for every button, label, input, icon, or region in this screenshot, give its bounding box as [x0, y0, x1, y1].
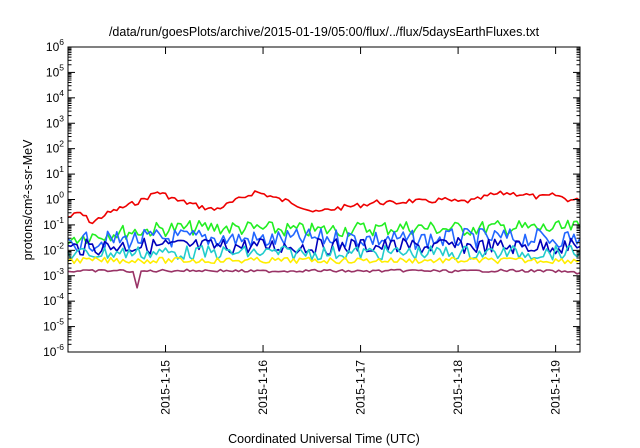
y-tick-label: 105 — [46, 62, 64, 79]
x-axis: 2015-1-15 2015-1-16 2015-1-17 2015-1-18 2015… — [159, 47, 563, 415]
x-tick-label: 2015-1-16 — [256, 360, 270, 415]
y-tick-exponent: 5 — [59, 62, 64, 72]
y-tick-label: 10-3 — [43, 266, 64, 283]
y-tick-base: 10 — [43, 345, 57, 359]
y-tick-base: 10 — [43, 218, 57, 232]
x-tick-label: 2015-1-19 — [549, 360, 563, 415]
y-tick-base: 10 — [43, 294, 57, 308]
y-tick-exponent: 1 — [59, 164, 64, 174]
y-tick-label: 10-6 — [43, 342, 64, 359]
y-tick-base: 10 — [46, 142, 60, 156]
y-tick-label: 10-2 — [43, 240, 64, 257]
y-tick-label: 102 — [46, 139, 64, 156]
y-axis-label: protons/cm²-s-sr-MeV — [21, 139, 35, 261]
chart-title: /data/run/goesPlots/archive/2015-01-19/0… — [109, 25, 540, 39]
y-tick-label: 10-5 — [43, 317, 64, 334]
y-tick-exponent: 0 — [59, 190, 64, 200]
y-tick-exponent: 6 — [59, 37, 64, 47]
y-tick-exponent: 2 — [59, 139, 64, 149]
y-tick-exponent: -2 — [56, 240, 64, 250]
y-tick-base: 10 — [43, 269, 57, 283]
y-tick-base: 10 — [46, 116, 60, 130]
y-tick-base: 10 — [46, 91, 60, 105]
y-tick-exponent: 4 — [59, 88, 64, 98]
y-tick-label: 106 — [46, 37, 64, 54]
series-line-5 — [67, 245, 581, 261]
series-line-1 — [67, 190, 581, 225]
y-axis: 10-610-510-410-310-210-11001011021031041… — [43, 37, 580, 359]
y-tick-label: 101 — [46, 164, 64, 181]
y-tick-exponent: -6 — [56, 342, 64, 352]
series-line-6 — [67, 256, 581, 265]
y-tick-exponent: -3 — [56, 266, 64, 276]
y-tick-base: 10 — [46, 167, 60, 181]
x-tick-label: 2015-1-17 — [354, 360, 368, 415]
y-tick-base: 10 — [46, 40, 60, 54]
y-tick-label: 10-4 — [43, 291, 64, 308]
y-tick-base: 10 — [46, 193, 60, 207]
y-tick-label: 104 — [46, 88, 64, 105]
y-tick-exponent: -1 — [56, 215, 64, 225]
y-axis-label-text: protons/cm²-s-sr-MeV — [21, 139, 35, 261]
series-line-2 — [67, 219, 581, 245]
x-axis-label: Coordinated Universal Time (UTC) — [228, 432, 420, 446]
y-tick-label: 10-1 — [43, 215, 64, 232]
y-tick-exponent: -4 — [56, 291, 64, 301]
series-line-7 — [67, 268, 581, 289]
y-tick-base: 10 — [46, 65, 60, 79]
x-tick-label: 2015-1-18 — [451, 360, 465, 415]
y-tick-base: 10 — [43, 320, 57, 334]
y-tick-label: 103 — [46, 113, 64, 130]
y-tick-exponent: -5 — [56, 317, 64, 327]
x-tick-label: 2015-1-15 — [159, 360, 173, 415]
series-layer — [67, 190, 581, 289]
y-tick-base: 10 — [43, 243, 57, 257]
y-tick-exponent: 3 — [59, 113, 64, 123]
series-line-3 — [67, 227, 581, 252]
y-tick-label: 100 — [46, 190, 64, 207]
